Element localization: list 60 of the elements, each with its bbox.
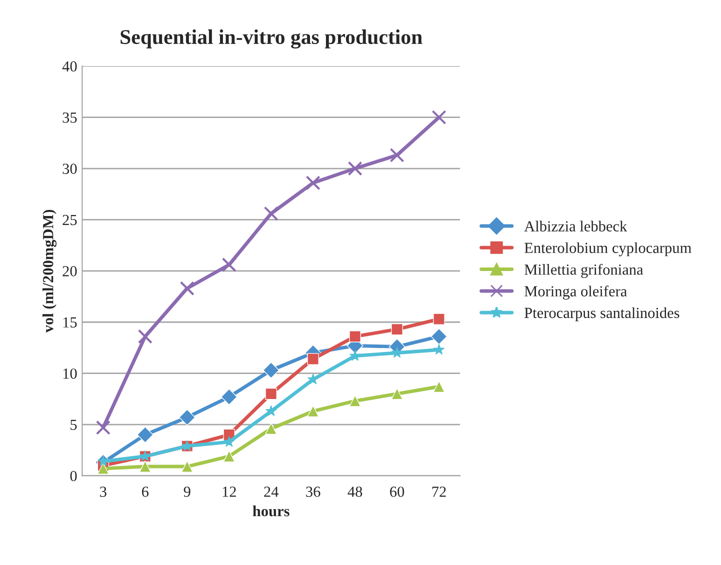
legend-label: Pterocarpus santalinoides (524, 307, 680, 322)
point (349, 350, 361, 361)
x-tick-label: 24 (264, 486, 278, 497)
y-tick-label: 15 (63, 317, 77, 328)
chart-title: Sequential in-vitro gas production (120, 29, 422, 48)
point (262, 362, 280, 378)
point (181, 460, 194, 472)
point (390, 148, 404, 162)
point (391, 323, 403, 336)
point (178, 409, 196, 426)
point (264, 206, 278, 221)
point (223, 450, 236, 462)
x-axis-title: hours (252, 506, 290, 516)
point (265, 405, 277, 416)
x-tick-label: 48 (348, 486, 362, 497)
point (139, 460, 152, 472)
point (433, 344, 445, 355)
point (138, 329, 152, 344)
point (430, 328, 448, 345)
point (96, 420, 110, 435)
legend-label: Moringa oleifera (524, 286, 627, 300)
legend-label: Millettia grifoniana (524, 264, 644, 278)
point (306, 176, 320, 190)
y-tick-label: 10 (63, 368, 77, 379)
y-tick-label: 25 (62, 214, 77, 226)
legend-label: Enterolobium cyplocarpum (524, 242, 692, 256)
y-tick-label: 35 (62, 112, 77, 123)
point (223, 436, 235, 447)
point (432, 110, 446, 125)
y-tick-label: 0 (70, 470, 77, 482)
x-tick-label: 6 (142, 486, 149, 497)
x-tick-label: 9 (184, 486, 190, 497)
point (349, 395, 361, 407)
point (307, 405, 319, 418)
x-tick-label: 36 (306, 486, 320, 497)
point (97, 462, 110, 474)
point (222, 257, 236, 272)
point (136, 426, 154, 443)
point (391, 388, 403, 400)
x-tick-label: 72 (432, 486, 446, 497)
x-tick-label: 3 (100, 486, 106, 497)
point (220, 388, 238, 406)
y-tick-label: 30 (62, 164, 77, 174)
point (265, 388, 277, 400)
x-tick-label: 12 (222, 486, 236, 497)
point (349, 330, 361, 342)
y-tick-label: 40 (62, 61, 77, 72)
point (433, 380, 445, 393)
legend-label: Albizzia lebbeck (524, 220, 628, 232)
y-axis-title: vol (ml/200mgDM) (42, 210, 56, 333)
point (433, 313, 445, 325)
y-tick-label: 20 (62, 266, 77, 276)
x-tick-label: 60 (390, 486, 404, 497)
y-tick-label: 5 (70, 420, 77, 430)
point (307, 353, 319, 365)
point (391, 346, 403, 358)
point (348, 161, 362, 176)
point (307, 374, 319, 384)
point (265, 422, 277, 435)
point (180, 281, 194, 296)
